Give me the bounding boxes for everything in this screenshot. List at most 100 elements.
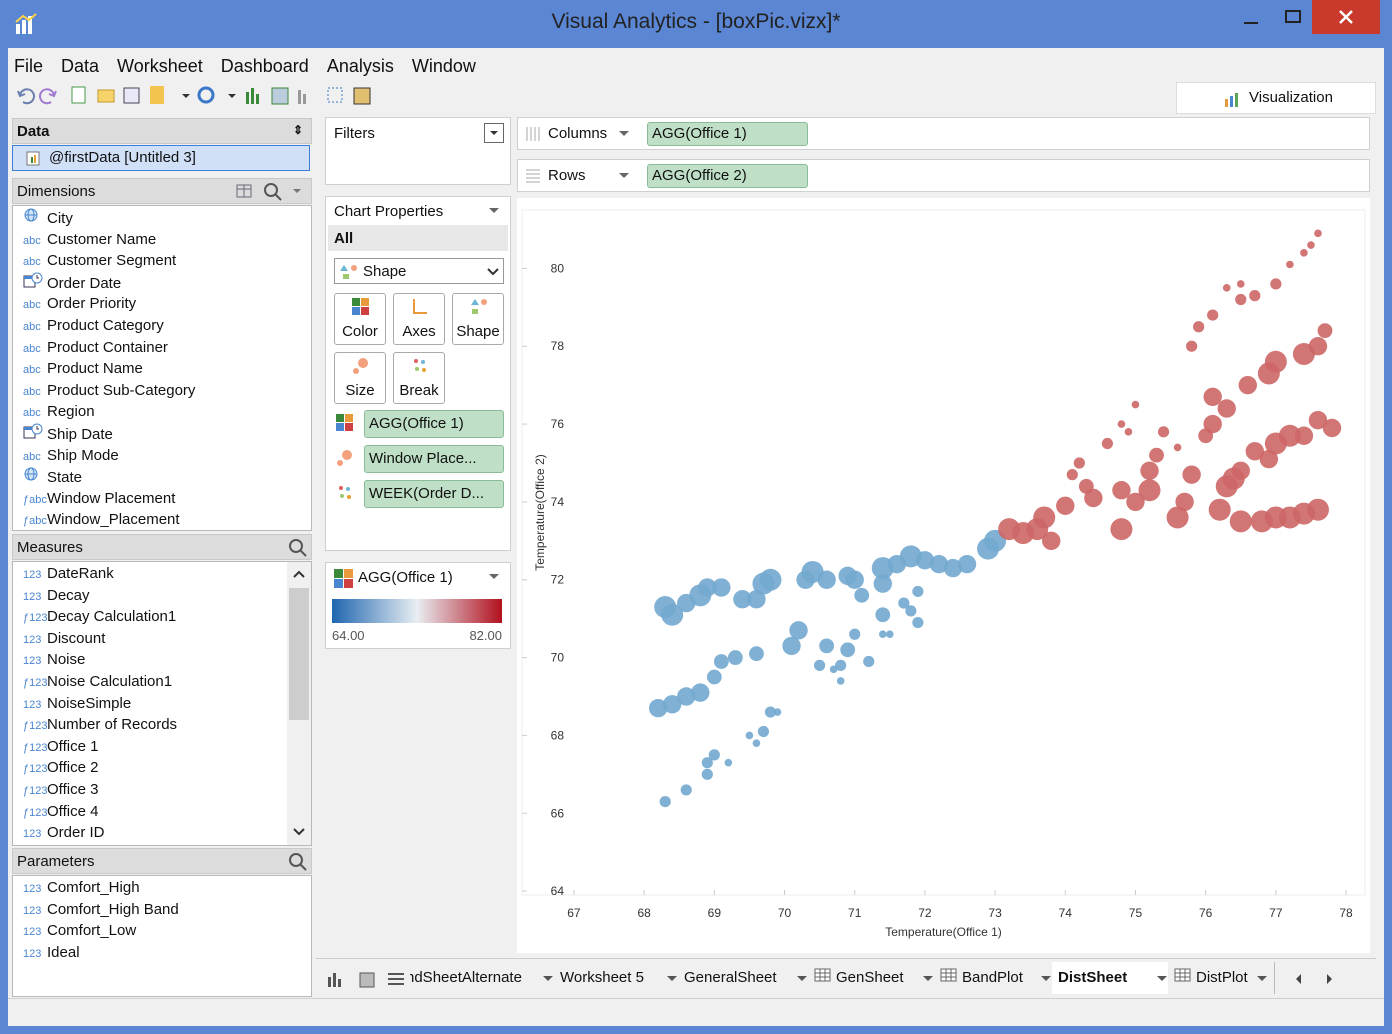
data-point [1149,447,1164,463]
field-item[interactable]: Ship Date [23,423,113,444]
tab-dropdown[interactable] [1156,974,1168,984]
field-item[interactable]: abc Order Priority [23,293,136,314]
field-item[interactable]: 123 Comfort_High [23,877,140,898]
field-item[interactable]: ƒ123Decay Calculation1 [23,606,176,627]
field-item[interactable]: ƒ123Office 4 [23,801,98,822]
field-icon: 123 [23,698,42,711]
encoding-pill[interactable]: WEEK(Order D... [364,480,504,508]
data-point [817,570,836,589]
filters-dropdown[interactable] [484,123,504,143]
data-point [1131,400,1140,409]
data-point [1306,498,1329,521]
encoding-pill[interactable]: Window Place... [364,445,504,473]
tab-dropdown[interactable] [922,974,934,984]
encoding-icon [336,414,353,431]
tab-dropdown[interactable] [1040,974,1052,984]
sheet-tab[interactable]: ndSheetAlternate [410,962,561,994]
sheet-tab[interactable]: BandPlot [934,962,1059,994]
parameters-title: Parameters [17,853,95,870]
field-item[interactable]: ƒabcWindow_Placement [23,509,180,530]
columns-pill[interactable]: AGG(Office 1) [647,122,808,146]
data-point [691,683,710,702]
field-item[interactable]: 123 Order ID [23,822,105,843]
data-point [1101,437,1113,450]
data-point [713,654,729,669]
data-point [1307,241,1315,249]
data-point [845,570,864,589]
legend-min-label: 64.00 [332,628,365,643]
field-item[interactable]: abc Region [23,401,95,422]
property-button[interactable]: Shape [452,293,504,345]
menu-item[interactable]: Window [411,56,476,76]
menu-item[interactable]: Analysis [326,56,394,76]
field-item[interactable]: 123 Noise [23,649,85,670]
property-button[interactable]: Color [334,293,386,345]
menu-item[interactable]: Worksheet [117,56,203,76]
data-point [1203,387,1222,407]
field-icon: ƒ123 [23,741,48,754]
color-legend-panel: AGG(Office 1) 64.00 82.00 [325,562,511,649]
field-icon: 123 [23,926,42,939]
field-item[interactable]: State [23,466,82,487]
sheet-tab[interactable]: Worksheet 5 [554,962,685,994]
visualization-tab[interactable]: Visualization [1176,82,1376,114]
tab-label: DistSheet [1058,969,1128,986]
encoding-icon [339,486,351,499]
field-item[interactable]: 123 Ideal [23,942,80,963]
field-item[interactable]: ƒ123Noise Calculation1 [23,671,172,692]
sheet-tab[interactable]: DistPlot [1168,962,1275,994]
mark-type-select[interactable]: Shape [334,258,504,284]
measures-header: Measures [12,534,312,560]
app-icon [15,13,37,34]
field-item[interactable]: abc Product Category [23,315,164,336]
property-button[interactable]: Break [393,352,445,404]
x-tick-label: 69 [708,906,722,920]
field-item[interactable]: abc Product Sub-Category [23,380,195,401]
field-item[interactable]: 123 Comfort_High Band [23,899,179,920]
field-item[interactable]: 123 Discount [23,628,105,649]
data-source[interactable]: @firstData [Untitled 3] [12,145,310,171]
sheet-tab[interactable]: DistSheet [1052,962,1175,994]
field-item[interactable]: ƒ123Office 3 [23,779,98,800]
tab-dropdown[interactable] [666,974,678,984]
menu-item[interactable]: File [14,56,44,76]
menu-item[interactable]: Dashboard [220,56,309,76]
property-button[interactable]: Size [334,352,386,404]
field-icon [23,272,47,296]
encoding-pill[interactable]: AGG(Office 1) [364,410,504,438]
sheet-tab[interactable]: GenSheet [808,962,941,994]
field-item[interactable]: abc Customer Name [23,229,156,250]
field-item[interactable]: City [23,207,73,228]
field-item[interactable]: ƒabcWindow Placement [23,488,175,509]
sheet-tab[interactable]: GeneralSheet [678,962,815,994]
field-item[interactable]: abc Product Name [23,358,143,379]
field-item[interactable]: ƒ123Office 1 [23,736,98,757]
minimize-button[interactable] [1234,4,1270,32]
field-item[interactable]: abc Product Container [23,337,168,358]
field-item[interactable]: abc Ship Mode [23,445,119,466]
property-button[interactable]: Axes [393,293,445,345]
scrollbar[interactable] [287,562,311,845]
tab-dropdown[interactable] [796,974,808,984]
field-item[interactable]: abc Customer Segment [23,250,176,271]
tab-dropdown[interactable] [1256,974,1268,984]
field-item[interactable]: 123 Decay [23,585,90,606]
field-item[interactable]: ƒ123Office 2 [23,757,98,778]
field-item[interactable]: 123 Comfort_Low [23,920,136,941]
field-item[interactable]: ƒ123Number of Records [23,714,177,735]
field-item[interactable]: Order Date [23,272,121,293]
field-item[interactable]: 123 NoiseSimple [23,693,131,714]
data-point [759,568,782,591]
y-axis-label: Temperature(Office 2) [533,454,547,571]
data-point [1249,290,1261,302]
tab-dropdown[interactable] [542,974,554,984]
menu-item[interactable]: Data [61,56,100,76]
status-bar [8,998,1384,1026]
maximize-button[interactable] [1276,4,1312,32]
field-item[interactable]: 123 DateRank [23,563,114,584]
field-icon: 123 [23,655,42,668]
close-button[interactable] [1312,0,1380,34]
y-tick-label: 70 [551,651,565,665]
rows-pill[interactable]: AGG(Office 2) [647,164,808,188]
field-icon: ƒ123 [23,720,48,733]
